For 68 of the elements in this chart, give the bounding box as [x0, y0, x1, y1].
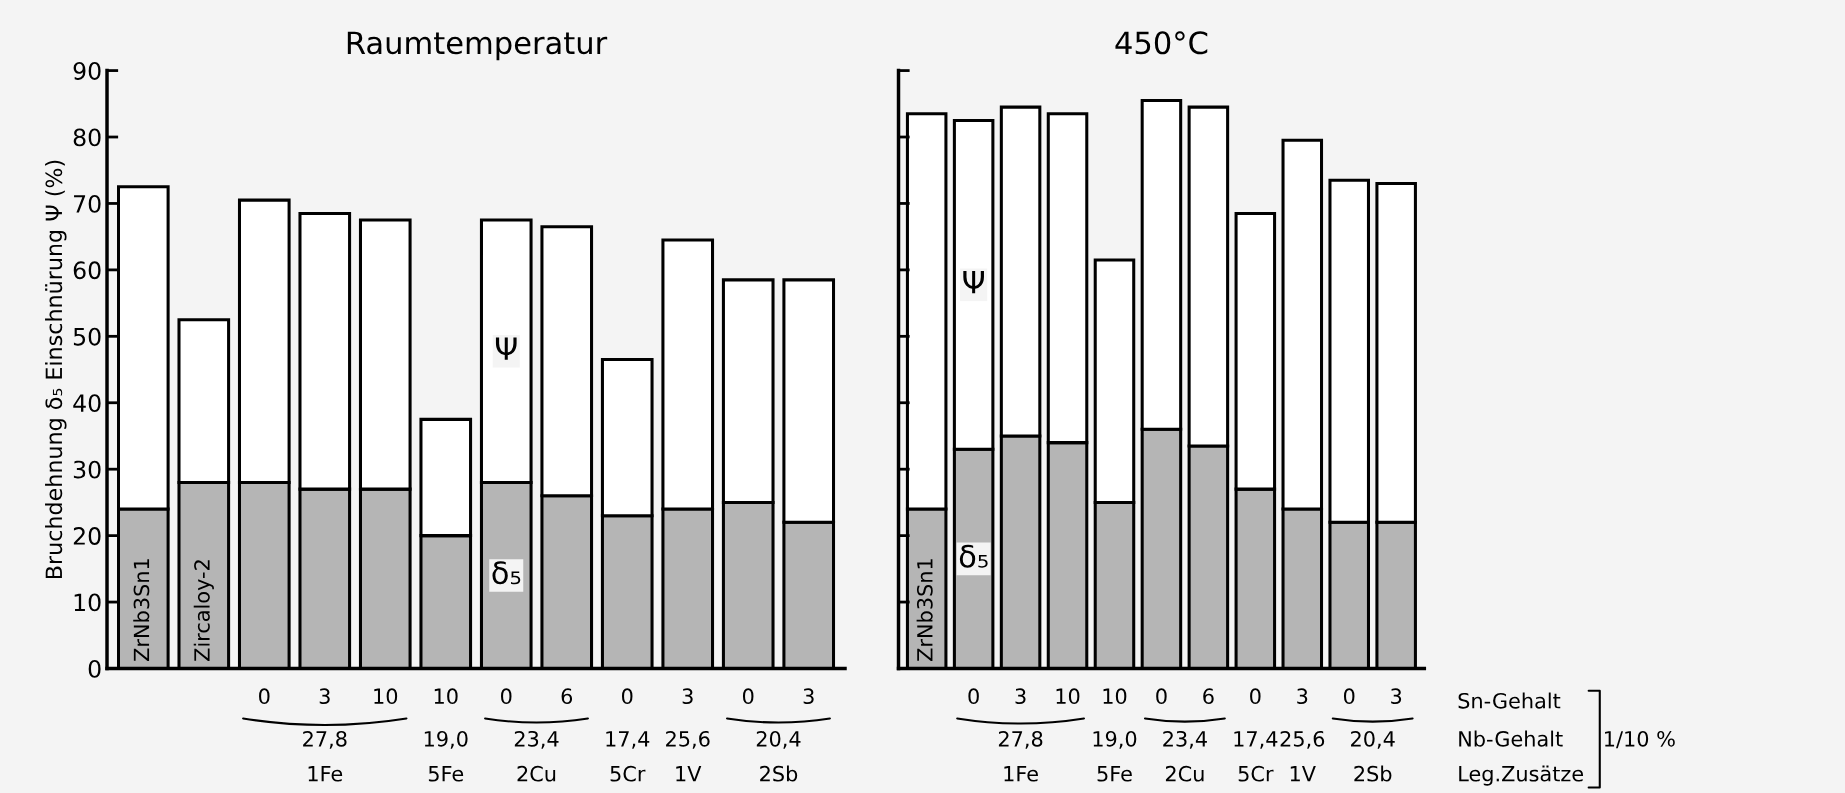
x-tick-label: 0 [1250, 688, 1261, 705]
text: 1V [676, 766, 702, 782]
series-label: δ₅ [492, 561, 521, 585]
text: 5Fe [1097, 766, 1132, 782]
text: 17,4 [1234, 731, 1278, 749]
y-tick-label: 50 [73, 327, 101, 346]
x-tick-label: 0 [501, 688, 512, 705]
y-tick-label: 10 [74, 593, 101, 612]
x-tick-label: 0 [1156, 688, 1167, 705]
text: 2Cu [517, 765, 556, 782]
x-tick-label: 10 [1103, 688, 1127, 705]
text: 1V [1290, 766, 1316, 782]
y-tick-label: 0 [88, 659, 101, 678]
annotation: Zircaloy-2 [193, 560, 214, 661]
text: Sn-Gehalt [1458, 692, 1561, 709]
text: Nb-Gehalt [1459, 730, 1563, 747]
text: 1Fe [1004, 766, 1038, 782]
text: 27,8 [998, 730, 1043, 749]
series-label: Ψ [495, 337, 517, 360]
text: 5Fe [428, 766, 464, 782]
y-tick-label: 90 [73, 62, 101, 80]
x-tick-label: 10 [434, 688, 458, 705]
x-tick-label: 0 [621, 688, 633, 705]
y-tick-label: 60 [73, 261, 101, 280]
x-tick-label: 3 [319, 688, 330, 705]
x-tick-label: 6 [561, 688, 573, 705]
text: 5Cr [610, 765, 646, 782]
y-axis-title: Bruchdehnung δ₅ Einschnürung Ψ (%) [45, 160, 67, 579]
text: 2Sb [760, 765, 798, 782]
y-tick-label: 70 [74, 194, 101, 213]
series-label: Ψ [963, 270, 984, 294]
text: Leg.Zusätze [1459, 765, 1584, 786]
text: 23,4 [1163, 730, 1207, 749]
text: 19,0 [424, 730, 468, 749]
y-tick-label: 40 [73, 394, 101, 413]
x-tick-label: 0 [742, 688, 754, 705]
text: 20,4 [756, 730, 801, 749]
x-tick-label: 3 [1015, 688, 1026, 705]
text: 19,0 [1093, 730, 1137, 749]
x-tick-label: 10 [1056, 688, 1080, 705]
text: 25,6 [1280, 730, 1325, 749]
chart-title: 450°C [1115, 31, 1208, 55]
annotation: ZrNb3Sn1 [133, 559, 150, 661]
x-tick-label: 0 [259, 688, 270, 705]
y-tick-label: 20 [73, 527, 101, 545]
annotation: ZrNb3Sn1 [916, 559, 933, 661]
series-label: δ₅ [959, 544, 988, 568]
text: 23,4 [514, 730, 559, 749]
x-tick-label: 3 [1297, 688, 1308, 705]
y-tick-label: 80 [73, 128, 101, 147]
text: 5Cr [1238, 765, 1274, 782]
text: 1/10 % [1605, 730, 1675, 749]
x-tick-label: 3 [1391, 688, 1402, 705]
text: 20,4 [1351, 730, 1395, 749]
x-tick-label: 10 [374, 688, 398, 705]
text: 27,8 [303, 730, 347, 749]
chart-title: Raumtemperatur [347, 31, 608, 61]
x-tick-label: 6 [1203, 688, 1214, 705]
text: 25,6 [666, 730, 710, 749]
x-tick-label: 0 [1343, 688, 1355, 705]
y-tick-label: 30 [73, 460, 101, 479]
text: 2Cu [1165, 765, 1204, 782]
x-tick-label: 0 [968, 688, 979, 705]
x-tick-label: 3 [803, 688, 814, 705]
text: 17,4 [606, 731, 650, 749]
text: 1Fe [308, 766, 343, 782]
x-tick-label: 3 [682, 688, 693, 705]
text: 2Sb [1354, 765, 1392, 782]
